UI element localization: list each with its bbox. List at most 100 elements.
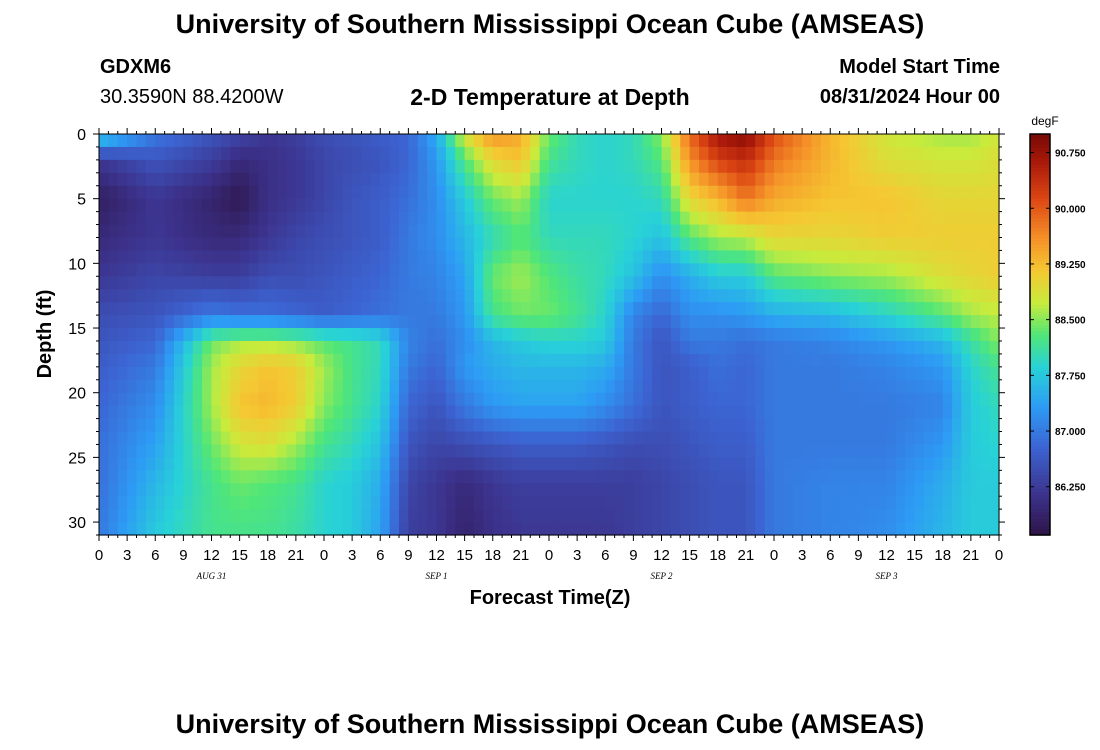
heatmap-cell: [492, 263, 503, 277]
heatmap-cell: [192, 444, 203, 458]
heatmap-cell: [155, 134, 166, 148]
heatmap-cell: [370, 457, 381, 471]
heatmap-cell: [577, 276, 588, 290]
heatmap-cell: [267, 431, 278, 446]
heatmap-cell: [258, 198, 269, 213]
x-axis-title: Forecast Time(Z): [470, 587, 631, 609]
heatmap-cell: [464, 263, 475, 277]
heatmap-cell: [952, 302, 963, 316]
heatmap-cell: [558, 198, 569, 213]
heatmap-cell: [192, 470, 203, 484]
heatmap-cell: [914, 276, 925, 290]
heatmap-cell: [230, 340, 241, 355]
colorbar-tick-label: 90.750: [1055, 149, 1086, 160]
heatmap-cell: [277, 340, 288, 355]
heatmap-cell: [511, 211, 522, 226]
heatmap-cell: [595, 289, 606, 303]
heatmap-cell: [717, 146, 728, 161]
heatmap-cell: [895, 431, 906, 446]
heatmap-cell: [183, 198, 194, 213]
heatmap-cell: [924, 405, 934, 420]
heatmap-cell: [980, 405, 991, 420]
heatmap-cell: [792, 315, 803, 329]
heatmap-cell: [464, 379, 475, 394]
heatmap-cell: [849, 198, 859, 213]
heatmap-cell: [399, 353, 409, 368]
heatmap-cell: [792, 431, 803, 446]
heatmap-cell: [136, 366, 147, 381]
heatmap-cell: [492, 198, 503, 213]
heatmap-cell: [670, 470, 681, 484]
heatmap-cell: [389, 392, 400, 407]
heatmap-cell: [389, 418, 400, 433]
heatmap-cell: [811, 470, 822, 484]
heatmap-cell: [155, 340, 166, 355]
heatmap-cell: [661, 224, 672, 239]
heatmap-cell: [942, 509, 953, 523]
heatmap-cell: [905, 328, 916, 342]
heatmap-cell: [117, 224, 128, 239]
heatmap-cell: [127, 431, 138, 446]
heatmap-cell: [427, 444, 438, 458]
heatmap-cell: [905, 496, 916, 510]
heatmap-cell: [633, 276, 644, 290]
heatmap-cell: [464, 431, 475, 446]
heatmap-cell: [670, 237, 681, 252]
heatmap-cell: [483, 250, 494, 264]
heatmap-cell: [174, 431, 184, 446]
heatmap-cell: [192, 185, 203, 200]
heatmap-cell: [877, 483, 888, 497]
heatmap-cell: [108, 379, 119, 394]
heatmap-cell: [183, 146, 194, 161]
heatmap-cell: [380, 263, 391, 277]
heatmap-cell: [942, 159, 953, 174]
heatmap-cell: [164, 146, 175, 161]
heatmap-cell: [783, 328, 794, 342]
heatmap-cell: [286, 146, 297, 161]
heatmap-cell: [249, 483, 259, 497]
heatmap-cell: [558, 392, 569, 407]
x-tick-label: 3: [798, 547, 806, 564]
heatmap-cell: [436, 405, 447, 420]
heatmap-cell: [164, 457, 175, 471]
heatmap-cell: [661, 522, 672, 536]
colorbar-segment: [1030, 301, 1050, 306]
heatmap-cell: [877, 328, 888, 342]
colorbar-segment: [1030, 160, 1050, 165]
heatmap-cell: [989, 315, 1000, 329]
heatmap-cell: [352, 250, 363, 264]
heatmap-cell: [99, 366, 109, 381]
heatmap-cell: [117, 302, 128, 316]
heatmap-cell: [727, 405, 738, 420]
heatmap-cell: [652, 172, 663, 187]
heatmap-cell: [305, 276, 316, 290]
heatmap-cell: [567, 509, 578, 523]
heatmap-cell: [914, 198, 925, 213]
heatmap-cell: [670, 444, 681, 458]
heatmap-cell: [802, 263, 813, 277]
heatmap-cell: [549, 496, 559, 510]
heatmap-cell: [755, 224, 766, 239]
heatmap-cell: [970, 250, 981, 264]
heatmap-cell: [755, 379, 766, 394]
heatmap-cell: [277, 146, 288, 161]
heatmap-cell: [333, 159, 344, 174]
heatmap-cell: [942, 353, 953, 368]
heatmap-cell: [192, 496, 203, 510]
heatmap-cell: [511, 470, 522, 484]
heatmap-cell: [567, 159, 578, 174]
heatmap-cell: [867, 289, 878, 303]
heatmap-cell: [914, 172, 925, 187]
heatmap-cell: [933, 302, 944, 316]
heatmap-cell: [980, 483, 991, 497]
colorbar-segment: [1030, 311, 1050, 316]
heatmap-cell: [783, 418, 794, 433]
heatmap-cell: [455, 263, 466, 277]
heatmap-cell: [952, 470, 963, 484]
heatmap-cell: [764, 134, 775, 148]
heatmap-cell: [399, 276, 409, 290]
heatmap-cell: [136, 418, 147, 433]
heatmap-cell: [474, 496, 484, 510]
heatmap-cell: [192, 366, 203, 381]
heatmap-cell: [689, 522, 700, 536]
